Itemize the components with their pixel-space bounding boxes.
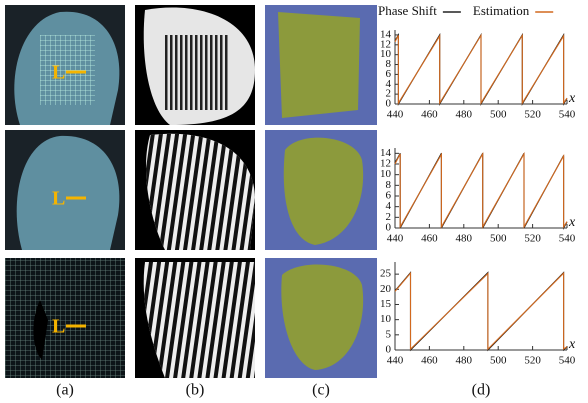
x-tick-label: 480: [456, 109, 473, 121]
x-tick-label: 500: [490, 355, 507, 367]
legend-label: Estimation: [473, 3, 530, 18]
series-line: [395, 35, 567, 103]
image-c: [265, 5, 377, 378]
x-tick-label: 540: [559, 233, 576, 245]
x-tick-label: 460: [421, 109, 438, 121]
y-tick-label: 8: [386, 179, 392, 191]
y-tick-label: 12: [380, 158, 391, 170]
x-tick-label: 480: [456, 355, 473, 367]
x-tick-label: 460: [421, 233, 438, 245]
marker-label: L: [52, 62, 65, 84]
y-tick-label: 20: [380, 283, 392, 295]
series-line: [395, 154, 567, 227]
x-tick-label: 520: [524, 233, 541, 245]
y-tick-label: 14: [380, 28, 392, 40]
x-tick-label: 540: [559, 355, 576, 367]
x-tick-label: 540: [559, 109, 576, 121]
y-tick-label: 5: [386, 328, 392, 340]
marker-label: L: [52, 188, 65, 210]
y-tick-label: 6: [386, 190, 392, 202]
y-tick-label: 10: [380, 168, 392, 180]
image-b: [135, 5, 255, 378]
series-line: [395, 273, 567, 349]
y-tick-label: 4: [386, 200, 392, 212]
x-tick-label: 500: [490, 233, 507, 245]
x-tick-label: 460: [421, 355, 438, 367]
y-tick-label: 2: [386, 211, 392, 223]
x-tick-label: 480: [456, 233, 473, 245]
marker-label: L: [52, 316, 65, 338]
figure: L L L (a) (b) (c) (d) Phase Shift Estimat…: [0, 0, 588, 403]
legend-label: Phase Shift: [378, 3, 437, 18]
panel-label: (b): [186, 382, 205, 399]
x-tick-label: 520: [524, 109, 541, 121]
y-tick-label: 15: [380, 298, 392, 310]
y-tick-label: 10: [380, 313, 392, 325]
x-axis-label: x: [568, 91, 576, 106]
x-tick-label: 500: [490, 109, 507, 121]
x-tick-label: 520: [524, 355, 541, 367]
y-tick-label: 14: [380, 147, 392, 159]
y-tick-label: 25: [380, 268, 392, 280]
panel-label: (a): [56, 382, 74, 399]
x-axis-label: x: [568, 337, 576, 352]
x-tick-label: 440: [387, 355, 404, 367]
x-tick-label: 440: [387, 109, 404, 121]
x-axis-label: x: [568, 215, 576, 230]
panel-label: (d): [472, 382, 491, 399]
panel-label: (c): [312, 382, 330, 399]
x-tick-label: 440: [387, 233, 404, 245]
